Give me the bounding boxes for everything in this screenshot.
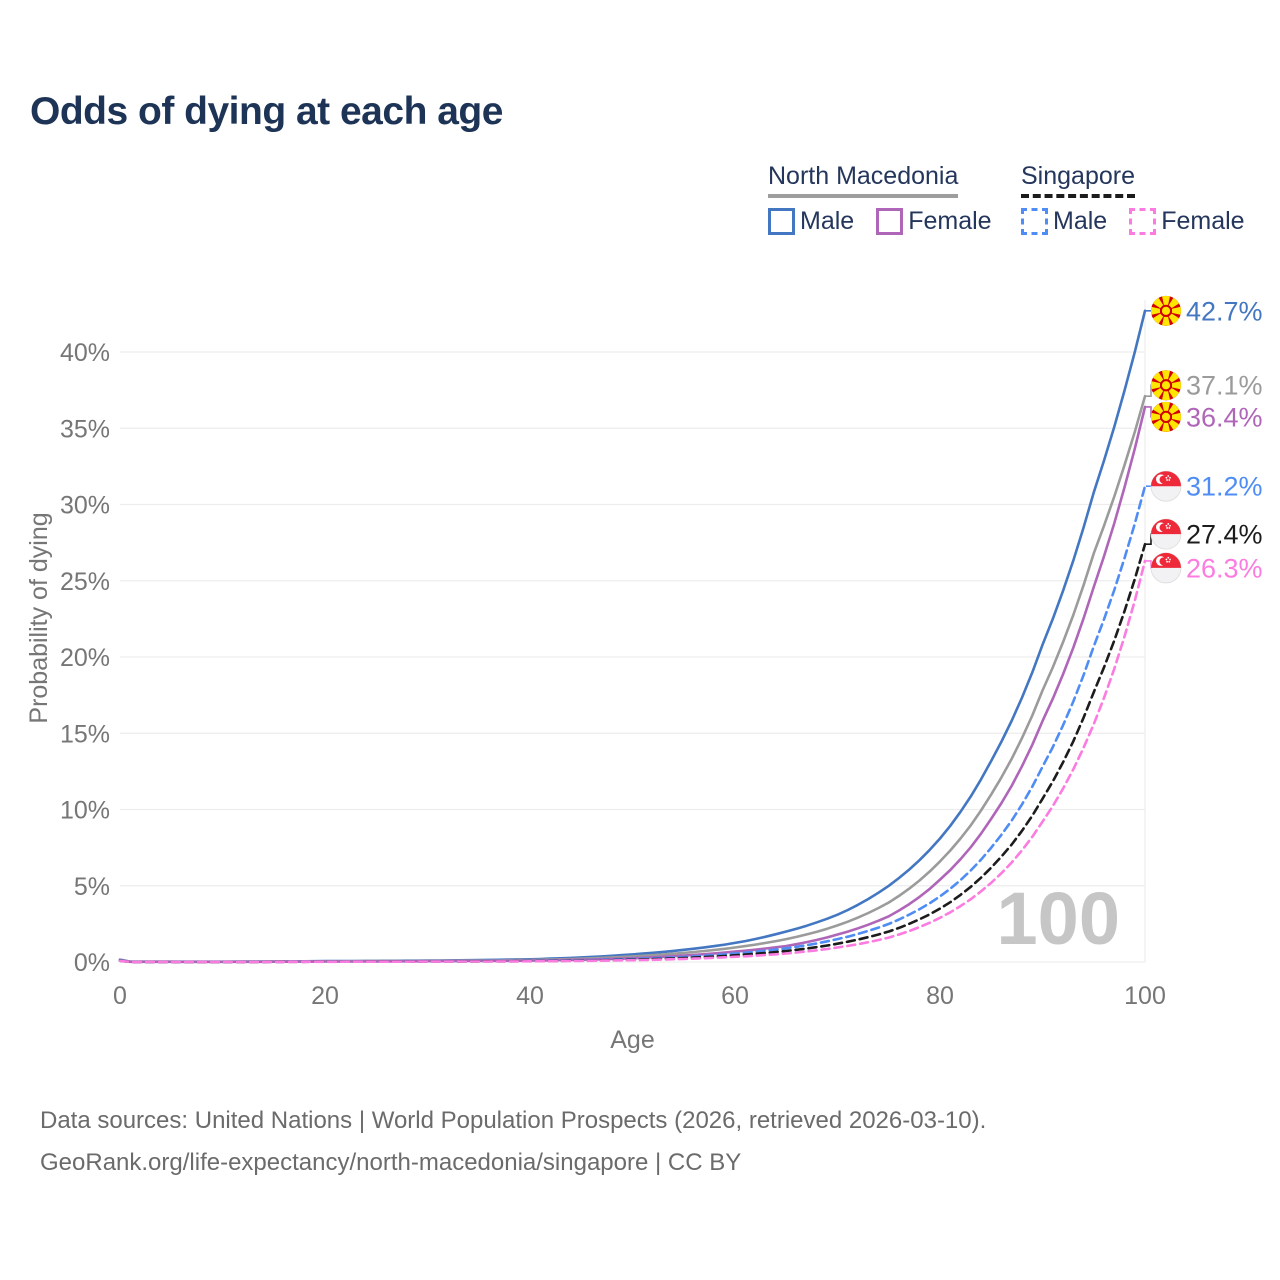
flag-sg-icon <box>1150 470 1182 502</box>
legend-item-north-macedonia-male[interactable]: Male <box>768 207 854 236</box>
legend-group-title-singapore[interactable]: Singapore <box>1021 162 1135 198</box>
end-label-singapore-male: 31.2% <box>1186 472 1263 502</box>
series-line-singapore-both[interactable] <box>118 542 1147 964</box>
x-tick-label: 100 <box>1124 982 1166 1010</box>
legend-item-label: Female <box>1161 207 1245 235</box>
legend-item-label: Female <box>908 207 992 235</box>
x-tick-label: 60 <box>721 982 749 1010</box>
x-tick-label: 20 <box>311 982 339 1010</box>
end-label-singapore-both: 27.4% <box>1186 520 1263 550</box>
chart-footer: Data sources: United Nations | World Pop… <box>40 1100 986 1184</box>
y-tick-label: 25% <box>60 568 110 596</box>
x-axis-title: Age <box>610 1026 654 1054</box>
y-tick-label: 20% <box>60 644 110 672</box>
flag-sg-icon <box>1150 518 1182 550</box>
y-tick-label: 30% <box>60 492 110 520</box>
legend-swatch-icon <box>1129 208 1157 235</box>
series-line-singapore-female[interactable] <box>118 559 1147 964</box>
flag-mk-icon <box>1151 401 1181 432</box>
page-title: Odds of dying at each age <box>30 90 503 133</box>
flag-sg-icon <box>1150 552 1182 584</box>
legend-row: Male Female <box>768 207 1014 236</box>
y-tick-label: 35% <box>60 415 110 443</box>
y-tick-label: 0% <box>74 949 110 977</box>
x-tick-label: 80 <box>926 982 954 1010</box>
mortality-line-chart: 0% 5% 10% 15% 20% 25% 30% 35% 40% 0 20 40 60 80 100 Age… <box>25 295 1263 1054</box>
end-label-singapore-female: 26.3% <box>1186 553 1263 583</box>
end-label-north-macedonia-male: 42.7% <box>1186 296 1263 326</box>
legend-item-north-macedonia-female[interactable]: Female <box>876 207 992 236</box>
series-line-singapore-male[interactable] <box>118 484 1147 964</box>
series-line-north-macedonia-both[interactable] <box>118 394 1147 964</box>
legend-item-singapore-male[interactable]: Male <box>1021 207 1107 236</box>
flag-mk-icon <box>1151 295 1181 326</box>
legend-swatch-icon <box>876 208 904 235</box>
legend-group-north-macedonia: North Macedonia Male Female <box>768 162 1014 236</box>
legend-item-singapore-female[interactable]: Female <box>1129 207 1245 236</box>
x-tick-label: 0 <box>113 982 127 1010</box>
legend-item-label: Male <box>1053 207 1108 235</box>
legend-swatch-icon <box>768 208 795 235</box>
end-label-north-macedonia-both: 37.1% <box>1186 371 1263 401</box>
y-tick-label: 40% <box>60 339 110 367</box>
y-axis-title: Probability of dying <box>25 512 53 723</box>
legend-group-title-north-macedonia[interactable]: North Macedonia <box>768 162 959 198</box>
y-tick-label: 5% <box>74 873 110 901</box>
legend-row: Male Female <box>1021 207 1267 236</box>
data-sources-text: Data sources: United Nations | World Pop… <box>40 1107 987 1134</box>
flag-mk-icon <box>1151 370 1181 401</box>
source-url-text[interactable]: GeoRank.org/life-expectancy/north-macedo… <box>40 1149 742 1176</box>
end-label-north-macedonia-female: 36.4% <box>1186 402 1263 432</box>
y-tick-label: 15% <box>60 720 110 748</box>
y-tick-label: 10% <box>60 797 110 825</box>
legend-swatch-icon <box>1021 208 1048 235</box>
legend-group-singapore: Singapore Male Female <box>1021 162 1267 236</box>
legend-item-label: Male <box>800 207 855 235</box>
x-tick-label: 40 <box>516 982 544 1010</box>
series-line-north-macedonia-female[interactable] <box>118 405 1147 964</box>
age-watermark: 100 <box>997 877 1120 960</box>
series-line-north-macedonia-male[interactable] <box>118 309 1147 963</box>
